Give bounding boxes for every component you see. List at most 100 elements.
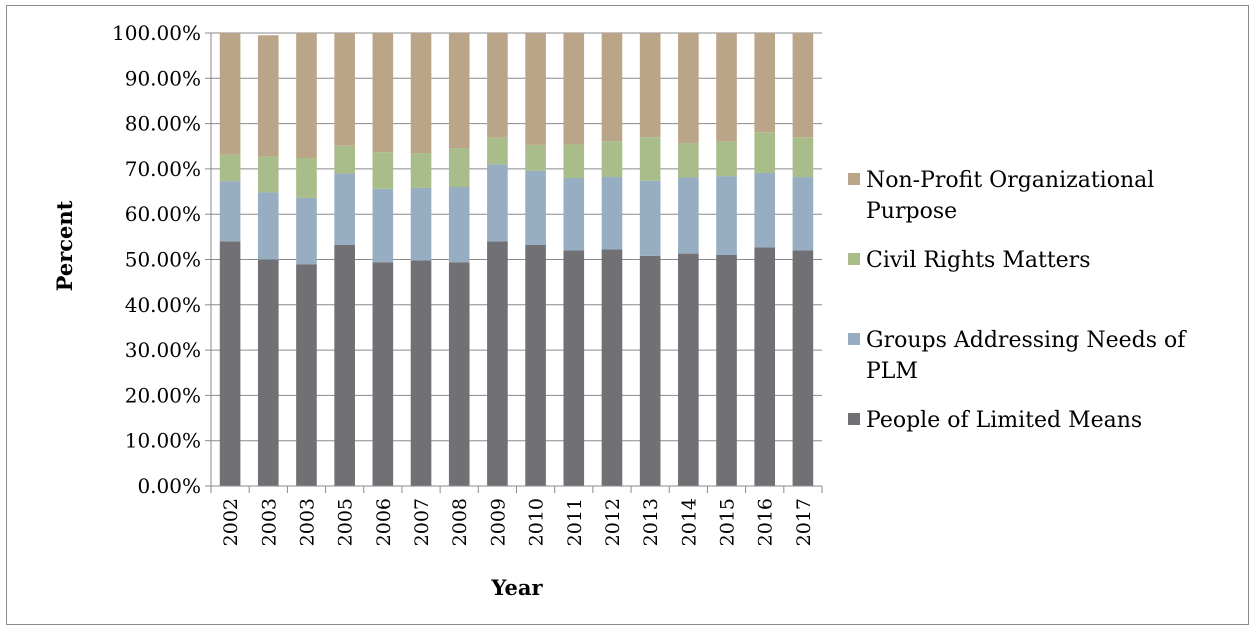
- bar-segment: [448, 187, 470, 263]
- legend-label: PLM: [866, 359, 918, 384]
- bar-segment: [754, 172, 776, 248]
- bar-segment: [257, 259, 279, 486]
- bar-segment: [525, 144, 546, 171]
- bar-segment: [792, 33, 814, 138]
- bar-segment: [754, 132, 776, 173]
- x-tick-label: 2003: [258, 498, 280, 546]
- legend-label: Civil Rights Matters: [866, 248, 1091, 273]
- bar-segment: [563, 33, 585, 145]
- y-axis-title: Percent: [52, 200, 77, 291]
- bar-segment: [334, 245, 355, 486]
- bar-segment: [525, 245, 546, 486]
- bar-segment: [334, 173, 355, 246]
- x-tick-label: 2005: [335, 498, 357, 546]
- x-axis-title: Year: [490, 575, 543, 600]
- legend: Non-Profit Organizational Purpose Civil Ri…: [848, 168, 1187, 433]
- x-tick-label: 2002: [220, 498, 242, 546]
- bar-segment: [487, 137, 508, 165]
- y-tick-label: 20.00%: [125, 383, 201, 407]
- bar-segment: [257, 35, 279, 157]
- bar-segment: [639, 255, 661, 486]
- bar-segment: [792, 137, 814, 178]
- x-tick-label: 2008: [449, 498, 471, 546]
- bar-segment: [257, 192, 279, 260]
- x-tick-label: 2016: [755, 498, 777, 546]
- x-tick-label: 2014: [678, 498, 700, 546]
- y-tick-label: 60.00%: [125, 202, 201, 226]
- bar-segment: [448, 33, 470, 149]
- legend-label: Non-Profit Organizational: [866, 168, 1154, 193]
- bar-segment: [334, 33, 355, 146]
- x-tick-label: 2011: [564, 498, 586, 546]
- bar-segment: [372, 152, 394, 189]
- bar-segment: [639, 137, 661, 181]
- bar-segment: [487, 33, 508, 138]
- y-tick-label: 80.00%: [125, 112, 201, 136]
- legend-label: Groups Addressing Needs of: [866, 328, 1187, 353]
- bar-segment: [601, 141, 623, 178]
- legend-item: Groups Addressing Needs of PLM: [848, 328, 1187, 384]
- bar-segment: [563, 250, 585, 486]
- bar-segment: [410, 33, 432, 154]
- y-tick-label: 0.00%: [137, 474, 201, 498]
- bar-segment: [219, 181, 241, 242]
- legend-swatch: [848, 333, 860, 345]
- bar-segment: [487, 164, 508, 242]
- chart-frame: 0.00% 10.00% 20.00% 30.00% 40.00% 50.00% 60.00…: [6, 5, 1249, 625]
- y-tick-label: 40.00%: [125, 293, 201, 317]
- y-tick-labels: 0.00% 10.00% 20.00% 30.00% 40.00% 50.00% 60.00…: [112, 21, 201, 498]
- bars: [219, 33, 814, 486]
- legend-item: Non-Profit Organizational Purpose: [848, 168, 1154, 224]
- y-tick-label: 30.00%: [125, 338, 201, 362]
- legend-item: People of Limited Means: [848, 408, 1142, 433]
- bar-segment: [372, 33, 394, 153]
- y-tick-label: 90.00%: [125, 66, 201, 90]
- x-tick-label: 2012: [602, 498, 624, 546]
- legend-swatch: [848, 413, 860, 425]
- bar-segment: [525, 170, 546, 246]
- bar-segment: [525, 33, 546, 145]
- bar-segment: [754, 33, 776, 133]
- bar-segment: [678, 177, 699, 254]
- bar-segment: [601, 177, 623, 250]
- legend-label: People of Limited Means: [866, 408, 1142, 433]
- legend-item: Civil Rights Matters: [848, 248, 1091, 273]
- legend-label: Purpose: [866, 199, 957, 224]
- bar-segment: [716, 33, 737, 142]
- bar-segment: [792, 177, 814, 251]
- bar-segment: [410, 187, 432, 261]
- x-tick-label: 2009: [487, 498, 509, 546]
- y-tick-label: 50.00%: [125, 248, 201, 272]
- x-tick-label: 2007: [411, 498, 433, 546]
- x-tick-labels: 2002 2003 2003 2005 2006 2007 2008 2009 2010 2011…: [210, 486, 823, 546]
- bar-segment: [716, 141, 737, 177]
- bar-segment: [219, 154, 241, 182]
- bar-segment: [296, 33, 317, 159]
- bar-segment: [716, 254, 737, 486]
- y-tick-label: 70.00%: [125, 157, 201, 181]
- bar-segment: [792, 250, 814, 486]
- bar-segment: [296, 158, 317, 198]
- y-tick-label: 10.00%: [125, 429, 201, 453]
- bar-segment: [448, 262, 470, 486]
- bar-segment: [563, 144, 585, 178]
- bar-segment: [601, 33, 623, 142]
- x-tick-label: 2015: [717, 498, 739, 546]
- bar-segment: [410, 260, 432, 486]
- x-tick-label: 2003: [296, 498, 318, 546]
- bar-segment: [296, 264, 317, 486]
- legend-swatch: [848, 173, 860, 185]
- bar-segment: [219, 33, 241, 155]
- bar-segment: [601, 249, 623, 486]
- bar-segment: [448, 148, 470, 188]
- bar-segment: [487, 241, 508, 486]
- x-tick-label: 2017: [793, 498, 815, 546]
- y-tick-label: 100.00%: [112, 21, 201, 45]
- bar-segment: [334, 145, 355, 174]
- bar-segment: [639, 33, 661, 138]
- bar-segment: [372, 188, 394, 263]
- bar-segment: [754, 247, 776, 486]
- bar-segment: [716, 176, 737, 255]
- bar-segment: [678, 253, 699, 486]
- bar-segment: [219, 241, 241, 486]
